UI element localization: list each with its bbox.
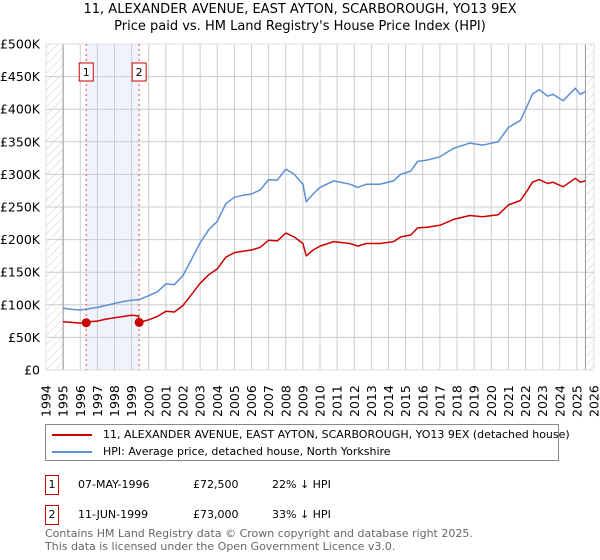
x-tick-label: 2010 — [313, 385, 328, 417]
sale-price: £72,500 — [193, 478, 239, 491]
x-tick-label: 2007 — [261, 385, 276, 417]
y-tick-label: £400K — [0, 102, 41, 117]
price-chart: 1 2 £0 £50K £100K £150K £200K £250K £300K £350K £… — [0, 37, 600, 418]
sale-badge: 1 — [45, 475, 59, 495]
y-tick-label: £200K — [0, 232, 41, 247]
y-tick-label: £50K — [8, 330, 41, 345]
footer-line1: Contains HM Land Registry data © Crown c… — [45, 527, 473, 540]
sale-badge: 2 — [45, 505, 59, 525]
y-tick-label: £0 — [24, 363, 40, 378]
sale-date: 11-JUN-1999 — [78, 508, 149, 521]
sale-point — [81, 318, 91, 328]
x-tick-label: 2011 — [330, 385, 345, 417]
sale-price: £73,000 — [193, 508, 239, 521]
x-tick-label: 2004 — [210, 385, 225, 417]
x-tick-label: 2023 — [535, 385, 550, 417]
x-tick-label: 2021 — [501, 385, 516, 417]
x-tick-label: 2015 — [398, 385, 413, 417]
x-tick-label: 2001 — [158, 385, 173, 417]
sale-marker-badge — [131, 62, 147, 82]
footer: Contains HM Land Registry data © Crown c… — [45, 527, 473, 553]
chart-title-line2: Price paid vs. HM Land Registry's House … — [114, 19, 486, 34]
x-tick-label: 2020 — [484, 385, 499, 417]
legend-label-property: 11, ALEXANDER AVENUE, EAST AYTON, SCARBO… — [103, 428, 570, 441]
sale-hpi-diff: 22% ↓ HPI — [272, 478, 331, 491]
legend-item-hpi: HPI: Average price, detached house, Nort… — [52, 445, 391, 458]
x-tick-label: 2012 — [347, 385, 362, 417]
y-tick-label: £100K — [0, 297, 41, 312]
sale-point — [134, 317, 144, 327]
x-tick-label: 2008 — [278, 385, 293, 417]
x-tick-label: 2005 — [227, 385, 242, 417]
x-tick-label: 1999 — [124, 385, 139, 417]
y-tick-label: £250K — [0, 200, 41, 215]
x-tick-label: 1998 — [107, 385, 122, 417]
x-tick-label: 2002 — [176, 385, 191, 417]
sale-hpi-diff: 33% ↓ HPI — [272, 508, 331, 521]
x-tick-label: 2019 — [467, 385, 482, 417]
y-tick-label: £300K — [0, 167, 41, 182]
legend-item-property: 11, ALEXANDER AVENUE, EAST AYTON, SCARBO… — [52, 428, 570, 441]
x-tick-label: 2003 — [193, 385, 208, 417]
y-tick-label: £450K — [0, 69, 41, 84]
sale-marker-label: 1 — [83, 66, 90, 79]
x-tick-label: 1994 — [39, 385, 54, 417]
footer-line2: This data is licensed under the Open Gov… — [45, 540, 396, 553]
property-price-line — [63, 177, 586, 324]
y-tick-label: £150K — [0, 265, 41, 280]
legend: 11, ALEXANDER AVENUE, EAST AYTON, SCARBO… — [45, 424, 570, 461]
sale-row-1: 1 07-MAY-1996 £72,500 22% ↓ HPI — [45, 475, 545, 495]
x-tick-label: 2009 — [295, 385, 310, 417]
sale-marker-badge — [78, 62, 94, 82]
hpi-line — [62, 87, 586, 311]
y-tick-label: £500K — [0, 37, 41, 52]
legend-swatch-property — [52, 433, 92, 436]
x-tick-label: 1997 — [90, 385, 105, 417]
x-tick-label: 1995 — [56, 385, 71, 417]
x-tick-label: 2022 — [518, 385, 533, 417]
x-tick-label: 2013 — [364, 385, 379, 417]
sale-date: 07-MAY-1996 — [78, 478, 150, 491]
x-tick-label: 2006 — [244, 385, 259, 417]
legend-swatch-hpi — [52, 450, 92, 453]
plot-border — [45, 43, 595, 371]
x-tick-label: 2014 — [381, 385, 396, 417]
y-tick-label: £350K — [0, 134, 41, 149]
x-tick-label: 2018 — [450, 385, 465, 417]
sale-row-2: 2 11-JUN-1999 £73,000 33% ↓ HPI — [45, 505, 545, 525]
x-tick-label: 2016 — [415, 385, 430, 417]
x-tick-label: 2025 — [569, 385, 584, 417]
x-tick-label: 2026 — [587, 385, 600, 417]
chart-title-line1: 11, ALEXANDER AVENUE, EAST AYTON, SCARBO… — [83, 2, 517, 17]
x-tick-label: 1996 — [73, 385, 88, 417]
x-tick-label: 2000 — [141, 385, 156, 417]
sale-marker-label: 2 — [136, 66, 143, 79]
x-tick-label: 2017 — [432, 385, 447, 417]
x-tick-label: 2024 — [552, 385, 567, 417]
legend-label-hpi: HPI: Average price, detached house, Nort… — [103, 445, 391, 458]
